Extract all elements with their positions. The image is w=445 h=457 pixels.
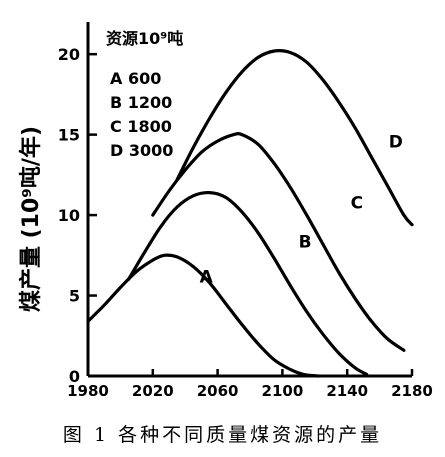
y-tick-label: 15 xyxy=(58,126,80,145)
legend-entry: C 1800 xyxy=(110,117,172,136)
y-axis-label: 煤产量 (10⁹吨/年) xyxy=(18,126,44,312)
legend-entry: A 600 xyxy=(110,69,161,88)
figure-caption: 图 1 各种不同质量煤资源的产量 xyxy=(62,424,383,446)
legend-title: 资源10⁹吨 xyxy=(106,29,183,48)
x-tick-label: 2060 xyxy=(197,382,239,400)
x-tick-label: 1980 xyxy=(67,382,109,400)
series-line-D xyxy=(175,49,414,227)
curves xyxy=(86,49,414,378)
y-tick-label: 5 xyxy=(69,287,80,306)
y-tick-label: 10 xyxy=(58,206,80,225)
series-line-C xyxy=(151,132,406,352)
series-line-B xyxy=(126,190,369,376)
chart: 1980 2020 2060 2100 2140 2180 0 5 10 15 20 资源10⁹吨 A… xyxy=(18,22,433,400)
legend: 资源10⁹吨 A 600 B 1200 C 1800 D 3000 xyxy=(106,29,183,160)
curve-label-C: C xyxy=(351,194,363,214)
curve-label-A: A xyxy=(200,268,214,288)
curve-label-D: D xyxy=(389,133,403,153)
y-tick-label: 0 xyxy=(69,367,80,386)
x-tick-label: 2140 xyxy=(326,382,368,400)
annotations: A B C D xyxy=(200,133,403,288)
axes: 1980 2020 2060 2100 2140 2180 0 5 10 15 20 xyxy=(58,22,433,400)
x-tick-label: 2020 xyxy=(132,382,174,400)
curve-label-B: B xyxy=(299,232,312,252)
y-tick-label: 20 xyxy=(58,45,80,64)
legend-entry: D 3000 xyxy=(110,141,173,160)
legend-entry: B 1200 xyxy=(110,93,172,112)
x-tick-label: 2180 xyxy=(391,382,433,400)
x-tick-label: 2100 xyxy=(262,382,304,400)
